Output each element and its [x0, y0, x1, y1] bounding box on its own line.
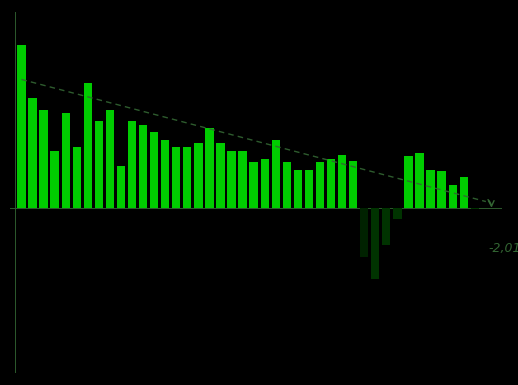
- Bar: [283, 162, 291, 208]
- Bar: [338, 155, 346, 208]
- Bar: [327, 159, 335, 208]
- Bar: [294, 170, 302, 208]
- Bar: [426, 170, 435, 208]
- Bar: [106, 110, 114, 208]
- Bar: [316, 162, 324, 208]
- Bar: [194, 144, 203, 208]
- Bar: [139, 125, 147, 208]
- Bar: [217, 144, 225, 208]
- Bar: [172, 147, 180, 208]
- Bar: [471, 208, 479, 209]
- Bar: [183, 147, 192, 208]
- Bar: [393, 208, 401, 219]
- Bar: [405, 156, 413, 208]
- Bar: [83, 83, 92, 208]
- Bar: [382, 208, 391, 245]
- Bar: [261, 159, 269, 208]
- Bar: [28, 98, 37, 208]
- Bar: [95, 121, 103, 208]
- Bar: [459, 177, 468, 208]
- Bar: [449, 185, 457, 208]
- Bar: [50, 151, 59, 208]
- Text: -2,013: -2,013: [488, 241, 518, 254]
- Bar: [371, 208, 379, 279]
- Bar: [62, 113, 70, 208]
- Bar: [117, 166, 125, 208]
- Bar: [349, 161, 357, 208]
- Bar: [360, 208, 368, 256]
- Bar: [73, 147, 81, 208]
- Bar: [438, 171, 446, 208]
- Bar: [238, 151, 247, 208]
- Bar: [305, 170, 313, 208]
- Bar: [205, 129, 213, 208]
- Bar: [250, 162, 258, 208]
- Bar: [271, 140, 280, 208]
- Bar: [227, 151, 236, 208]
- Bar: [128, 121, 136, 208]
- Bar: [161, 140, 169, 208]
- Bar: [39, 110, 48, 208]
- Bar: [17, 45, 25, 208]
- Bar: [150, 132, 159, 208]
- Bar: [415, 153, 424, 208]
